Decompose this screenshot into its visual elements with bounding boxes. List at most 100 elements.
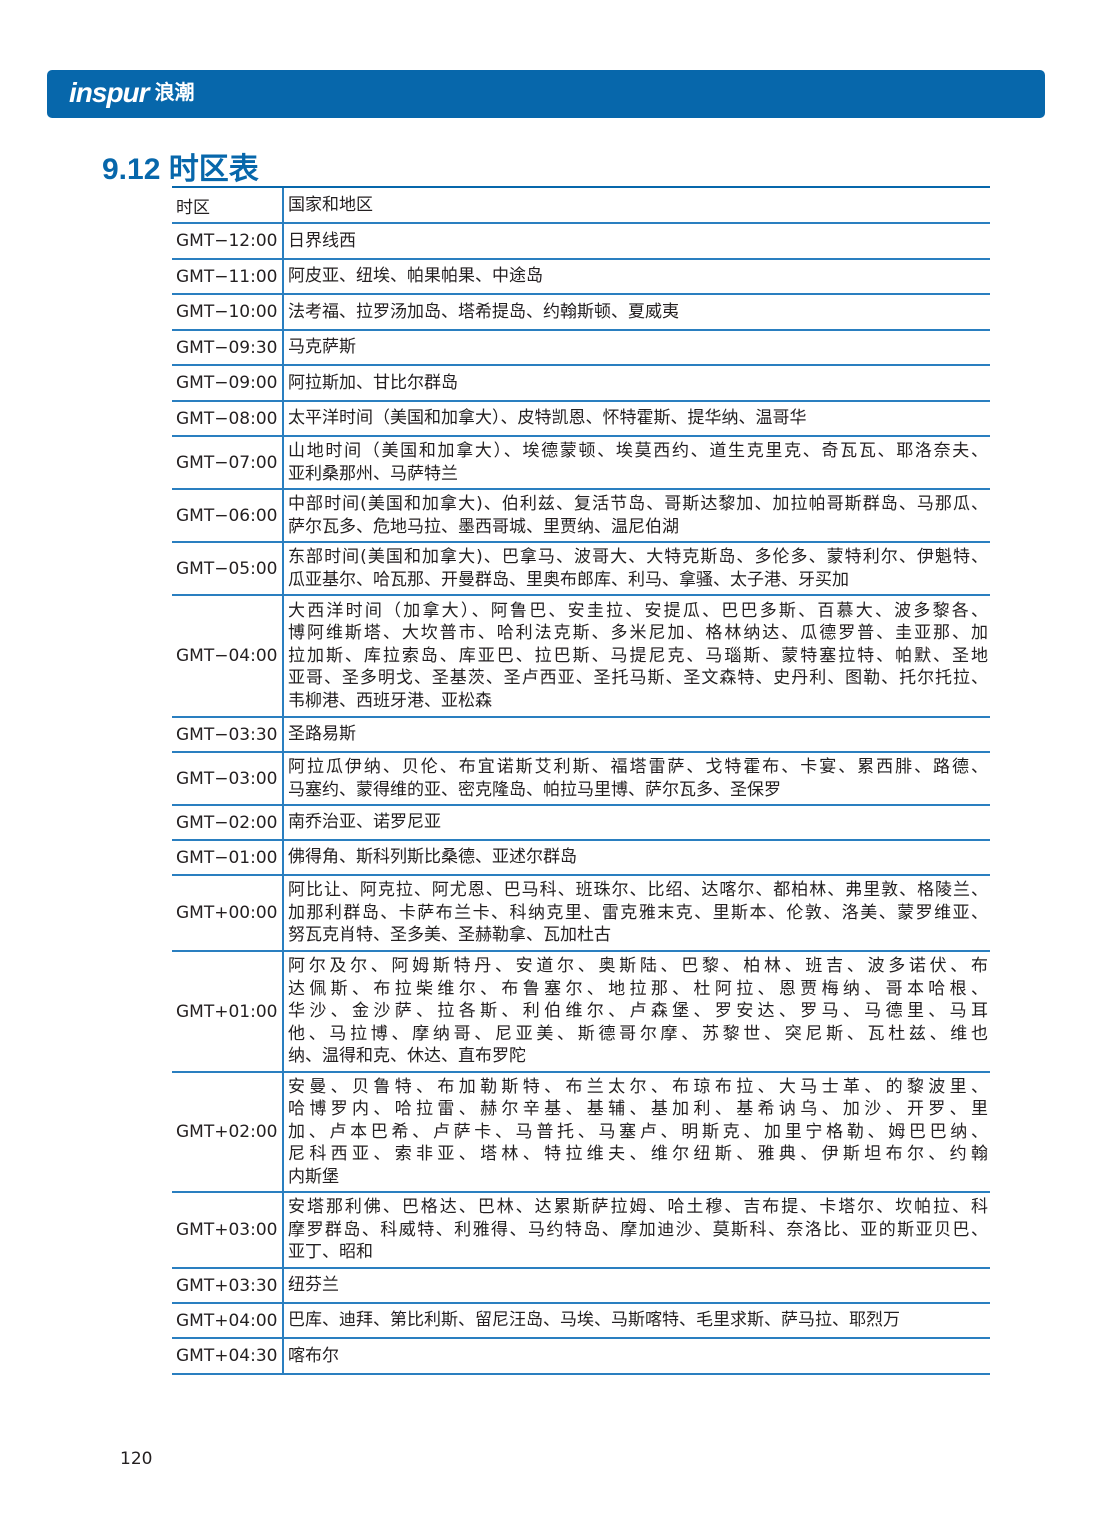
region-line: 中部时间(美国和加拿大)、伯利兹、复活节岛、哥斯达黎加、加拉帕哥斯群岛、马那瓜、 (288, 494, 988, 514)
timezone-cell: GMT+03:30 (172, 1269, 284, 1302)
region-cell: 阿皮亚、纽埃、帕果帕果、中途岛 (284, 260, 990, 293)
region-line: 亚丁、昭和 (288, 1242, 373, 1263)
table-row: GMT+03:00 安塔那利佛、巴格达、巴林、达累斯萨拉姆、哈土穆、吉布提、卡塔尔… (172, 1193, 990, 1269)
region-cell: 太平洋时间（美国和加拿大）、皮特凯恩、怀特霍斯、提华纳、温哥华 (284, 402, 990, 435)
region-line: 纽芬兰 (288, 1275, 339, 1296)
timezone-cell: GMT−08:00 (172, 402, 284, 435)
region-line: 韦柳港、西班牙港、亚松森 (288, 690, 492, 711)
table-row: GMT−01:00 佛得角、斯科列斯比桑德、亚述尔群岛 (172, 841, 990, 876)
timezone-cell: GMT−06:00 (172, 490, 284, 541)
region-line: 华沙、金沙萨、拉各斯、利伯维尔、卢森堡、罗安达、罗马、马德里、马耳 (288, 1001, 988, 1022)
table-row: GMT−04:00 大西洋时间（加拿大）、阿鲁巴、安圭拉、安提瓜、巴巴多斯、百慕大… (172, 596, 990, 718)
table-row: GMT+04:00 巴库、迪拜、第比利斯、留尼汪岛、马埃、马斯喀特、毛里求斯、萨马… (172, 1304, 990, 1339)
table-row: GMT−09:30 马克萨斯 (172, 331, 990, 366)
table-row: GMT−05:00 东部时间(美国和加拿大)、巴拿马、波哥大、大特克斯岛、多伦多、… (172, 543, 990, 596)
timezone-cell: GMT−11:00 (172, 260, 284, 293)
region-cell: 喀布尔 (284, 1339, 990, 1373)
timezone-cell: GMT+02:00 (172, 1073, 284, 1191)
region-line: 加那利群岛、卡萨布兰卡、科纳克里、雷克雅末克、里斯本、伦敦、洛美、蒙罗维亚、 (288, 902, 988, 923)
region-line: 佛得角、斯科列斯比桑德、亚述尔群岛 (288, 847, 577, 868)
region-line: 博阿维斯塔、大坎普市、哈利法克斯、多米尼加、格林纳达、瓜德罗普、圭亚那、加 (288, 623, 988, 644)
region-line: 哈博罗内、哈拉雷、赫尔辛基、基辅、基加利、基希讷乌、加沙、开罗、里 (288, 1099, 988, 1120)
region-cell: 中部时间(美国和加拿大)、伯利兹、复活节岛、哥斯达黎加、加拉帕哥斯群岛、马那瓜、… (284, 490, 990, 541)
region-line: 阿拉斯加、甘比尔群岛 (288, 372, 458, 393)
region-line: 亚利桑那州、马萨特兰 (288, 463, 458, 484)
timezone-cell: GMT−12:00 (172, 224, 284, 258)
table-row: GMT−08:00 太平洋时间（美国和加拿大）、皮特凯恩、怀特霍斯、提华纳、温哥华 (172, 402, 990, 437)
timezone-cell: GMT+00:00 (172, 876, 284, 950)
table-row: GMT−07:00 山地时间（美国和加拿大）、埃德蒙顿、埃莫西约、道生克里克、奇瓦… (172, 437, 990, 490)
region-line: 南乔治亚、诺罗尼亚 (288, 812, 441, 833)
region-line: 阿拉瓜伊纳、贝伦、布宜诺斯艾利斯、福塔雷萨、戈特霍布、卡宴、累西腓、路德、 (288, 757, 988, 777)
timezone-cell: GMT−07:00 (172, 437, 284, 488)
header-timezone: 时区 (172, 188, 284, 222)
table-row: GMT−02:00 南乔治亚、诺罗尼亚 (172, 806, 990, 841)
region-cell: 圣路易斯 (284, 718, 990, 751)
region-line: 纳、温得和克、休达、直布罗陀 (288, 1046, 526, 1067)
region-line: 达佩斯、布拉柴维尔、布鲁塞尔、地拉那、杜阿拉、恩贾梅纳、哥本哈根、 (288, 978, 988, 999)
table-row: GMT−10:00 法考福、拉罗汤加岛、塔希提岛、约翰斯顿、夏威夷 (172, 295, 990, 331)
region-line: 摩罗群岛、科威特、利雅得、马约特岛、摩加迪沙、莫斯科、奈洛比、亚的斯亚贝巴、 (288, 1219, 988, 1240)
region-cell: 马克萨斯 (284, 331, 990, 364)
logo-text: inspur (69, 77, 150, 108)
region-line: 安曼、贝鲁特、布加勒斯特、布兰太尔、布琼布拉、大马士革、的黎波里、 (288, 1076, 988, 1097)
region-line: 大西洋时间（加拿大）、阿鲁巴、安圭拉、安提瓜、巴巴多斯、百慕大、波多黎各、 (288, 600, 988, 621)
table-row: GMT+03:30 纽芬兰 (172, 1269, 990, 1304)
timezone-cell: GMT−09:30 (172, 331, 284, 364)
region-cell: 南乔治亚、诺罗尼亚 (284, 806, 990, 839)
table-row: GMT+02:00 安曼、贝鲁特、布加勒斯特、布兰太尔、布琼布拉、大马士革、的黎波… (172, 1073, 990, 1193)
timezone-cell: GMT−02:00 (172, 806, 284, 839)
region-cell: 日界线西 (284, 224, 990, 258)
header-region: 国家和地区 (284, 188, 990, 222)
table-row: GMT−03:00 阿拉瓜伊纳、贝伦、布宜诺斯艾利斯、福塔雷萨、戈特霍布、卡宴、累… (172, 753, 990, 806)
region-line: 马克萨斯 (288, 337, 356, 358)
logo-cn: 浪潮 (154, 82, 195, 104)
region-line: 东部时间(美国和加拿大)、巴拿马、波哥大、大特克斯岛、多伦多、蒙特利尔、伊魁特、 (288, 547, 988, 567)
timezone-cell: GMT−09:00 (172, 366, 284, 400)
timezone-cell: GMT−05:00 (172, 543, 284, 594)
region-line: 内斯堡 (288, 1166, 339, 1187)
region-line: 圣路易斯 (288, 724, 356, 745)
region-line: 山地时间（美国和加拿大）、埃德蒙顿、埃莫西约、道生克里克、奇瓦瓦、耶洛奈夫、 (288, 441, 988, 461)
region-cell: 安曼、贝鲁特、布加勒斯特、布兰太尔、布琼布拉、大马士革、的黎波里、 哈博罗内、哈拉… (284, 1073, 990, 1191)
region-line: 拉加斯、库拉索岛、库亚巴、拉巴斯、马提尼克、马瑙斯、蒙特塞拉特、帕默、圣地 (288, 645, 988, 666)
table-row: GMT−06:00 中部时间(美国和加拿大)、伯利兹、复活节岛、哥斯达黎加、加拉帕… (172, 490, 990, 543)
region-cell: 纽芬兰 (284, 1269, 990, 1302)
header-banner: inspur 浪潮 (47, 70, 1045, 118)
timezone-cell: GMT+03:00 (172, 1193, 284, 1267)
timezone-cell: GMT+04:00 (172, 1304, 284, 1337)
region-line: 马塞约、蒙得维的亚、密克隆岛、帕拉马里博、萨尔瓦多、圣保罗 (288, 779, 781, 800)
region-cell: 安塔那利佛、巴格达、巴林、达累斯萨拉姆、哈土穆、吉布提、卡塔尔、坎帕拉、科 摩罗群… (284, 1193, 990, 1267)
table-row: GMT+00:00 阿比让、阿克拉、阿尤恩、巴马科、班珠尔、比绍、达喀尔、都柏林、… (172, 876, 990, 952)
table-row: GMT−03:30 圣路易斯 (172, 718, 990, 753)
page-number: 120 (120, 1449, 153, 1469)
region-line: 法考福、拉罗汤加岛、塔希提岛、约翰斯顿、夏威夷 (288, 301, 679, 322)
inspur-logo: inspur 浪潮 (69, 76, 195, 109)
timezone-cell: GMT−01:00 (172, 841, 284, 874)
header-region-text: 国家和地区 (288, 194, 373, 215)
table-header-row: 时区 国家和地区 (172, 188, 990, 224)
region-line: 亚哥、圣多明戈、圣基茨、圣卢西亚、圣托马斯、圣文森特、史丹利、图勒、托尔托拉、 (288, 668, 988, 689)
region-line: 阿比让、阿克拉、阿尤恩、巴马科、班珠尔、比绍、达喀尔、都柏林、弗里敦、格陵兰、 (288, 880, 988, 901)
region-cell: 东部时间(美国和加拿大)、巴拿马、波哥大、大特克斯岛、多伦多、蒙特利尔、伊魁特、… (284, 543, 990, 594)
region-cell: 阿比让、阿克拉、阿尤恩、巴马科、班珠尔、比绍、达喀尔、都柏林、弗里敦、格陵兰、加… (284, 876, 990, 950)
timezone-cell: GMT+04:30 (172, 1339, 284, 1373)
region-line: 他、马拉博、摩纳哥、尼亚美、斯德哥尔摩、苏黎世、突尼斯、瓦杜兹、维也 (288, 1023, 988, 1044)
region-line: 瓜亚基尔、哈瓦那、开曼群岛、里奥布郎库、利马、拿骚、太子港、牙买加 (288, 569, 849, 590)
page-title: 9.12 时区表 (102, 153, 259, 186)
region-cell: 佛得角、斯科列斯比桑德、亚述尔群岛 (284, 841, 990, 874)
timezone-cell: GMT+01:00 (172, 952, 284, 1071)
region-line: 巴库、迪拜、第比利斯、留尼汪岛、马埃、马斯喀特、毛里求斯、萨马拉、耶烈万 (288, 1310, 900, 1331)
timezone-cell: GMT−03:30 (172, 718, 284, 751)
region-line: 喀布尔 (288, 1345, 339, 1366)
table-row: GMT−11:00 阿皮亚、纽埃、帕果帕果、中途岛 (172, 260, 990, 295)
region-cell: 巴库、迪拜、第比利斯、留尼汪岛、马埃、马斯喀特、毛里求斯、萨马拉、耶烈万 (284, 1304, 990, 1337)
timezone-cell: GMT−03:00 (172, 753, 284, 804)
table-row: GMT+04:30 喀布尔 (172, 1339, 990, 1375)
region-cell: 阿拉斯加、甘比尔群岛 (284, 366, 990, 400)
table-row: GMT−12:00 日界线西 (172, 224, 990, 260)
region-line: 萨尔瓦多、危地马拉、墨西哥城、里贾纳、温尼伯湖 (288, 516, 679, 537)
region-line: 尼科西亚、索非亚、塔林、特拉维夫、维尔纽斯、雅典、伊斯坦布尔、约翰 (288, 1144, 988, 1165)
region-line: 阿皮亚、纽埃、帕果帕果、中途岛 (288, 266, 543, 287)
region-line: 安塔那利佛、巴格达、巴林、达累斯萨拉姆、哈土穆、吉布提、卡塔尔、坎帕拉、科 (288, 1197, 988, 1218)
